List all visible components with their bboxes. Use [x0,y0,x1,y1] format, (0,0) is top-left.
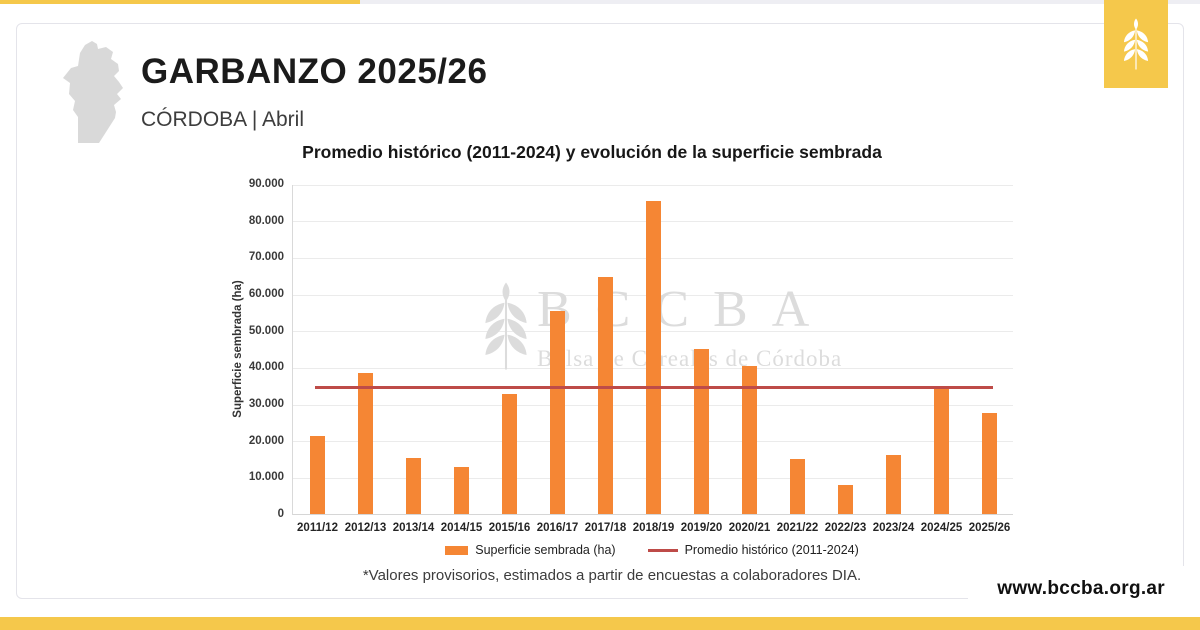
watermark-acronym: BCCBA [537,281,834,338]
watermark-name: Bolsa de Cereales de Córdoba [537,345,843,371]
y-tick-label: 80.000 [248,214,284,227]
x-tick-label: 2015/16 [488,522,531,534]
legend-line-label: Promedio histórico (2011-2024) [684,543,859,557]
legend-bar-swatch [445,545,469,555]
y-tick-label: 70.000 [248,251,284,264]
x-tick-label: 2014/15 [440,522,483,534]
x-tick-label: 2022/23 [824,522,867,534]
bar [502,394,517,514]
bar [742,365,757,514]
y-tick-label: 50.000 [248,324,284,337]
gridline [293,184,1013,186]
footnote: *Valores provisorios, estimados a partir… [362,567,862,584]
bar [886,454,901,514]
x-tick-label: 2013/14 [392,522,435,534]
y-tick-label: 20.000 [248,434,284,447]
bar [646,200,661,514]
page-subtitle: CÓRDOBA | Abril [141,108,304,131]
top-accent-yellow [0,0,360,4]
x-tick-label: 2016/17 [536,522,579,534]
content-card: GARBANZO 2025/26 CÓRDOBA | Abril Promedi… [16,23,1184,599]
bar [358,373,373,514]
bottom-bar [0,617,1200,630]
bar [550,310,565,514]
average-line [314,386,993,390]
x-tick-label: 2024/25 [920,522,963,534]
website-area: www.bccba.org.ar [968,566,1200,616]
website-url: www.bccba.org.ar [997,578,1165,599]
x-tick-label: 2012/13 [344,522,387,534]
cordoba-province-map-icon [63,41,123,143]
bar [454,467,469,514]
top-strip [0,0,1200,4]
y-tick-label: 0 [277,508,284,520]
x-tick-label: 2018/19 [632,522,675,534]
bar [982,413,997,514]
chart-legend: Superficie sembrada (ha) Promedio histór… [292,543,1012,557]
legend-item-average: Promedio histórico (2011-2024) [647,543,859,557]
y-tick-label: 90.000 [248,178,284,190]
bar [406,457,421,514]
bar [790,458,805,514]
x-tick-label: 2011/12 [297,522,338,534]
y-tick-label: 60.000 [248,288,284,300]
x-tick-label: 2023/24 [872,522,915,534]
legend-item-bars: Superficie sembrada (ha) [445,543,616,557]
chart-title: Promedio histórico (2011-2024) y evoluci… [302,142,882,162]
watermark: BCCBA Bolsa de Cereales de Córdoba [537,280,842,372]
x-tick-label: 2020/21 [728,522,771,534]
plot-area: 2011/12 2012/13 2013/14 2014/15 2015/16 2016/… [292,184,1013,534]
y-tick-label: 10.000 [248,471,284,484]
page-title: GARBANZO 2025/26 [141,52,488,91]
x-tick-label: 2025/26 [968,522,1011,534]
x-tick-label: 2017/18 [584,522,627,534]
bar [598,276,613,514]
bar [310,435,325,514]
legend-line-swatch [647,548,678,552]
brand-square [1104,0,1168,88]
bar [694,349,709,514]
wheat-icon [1123,18,1149,70]
x-tick-label: 2021/22 [776,522,819,534]
y-tick-label: 40.000 [248,361,284,374]
legend-bar-label: Superficie sembrada (ha) [475,543,616,557]
bar [934,387,949,514]
y-tick-label: 30.000 [248,398,284,410]
watermark-wheat-icon [485,282,527,370]
y-axis-tick-labels: 0 10.000 20.000 30.000 40.000 50.000 60.000 70.… [112,178,284,520]
x-tick-label: 2019/20 [680,522,723,534]
bar [838,485,853,514]
